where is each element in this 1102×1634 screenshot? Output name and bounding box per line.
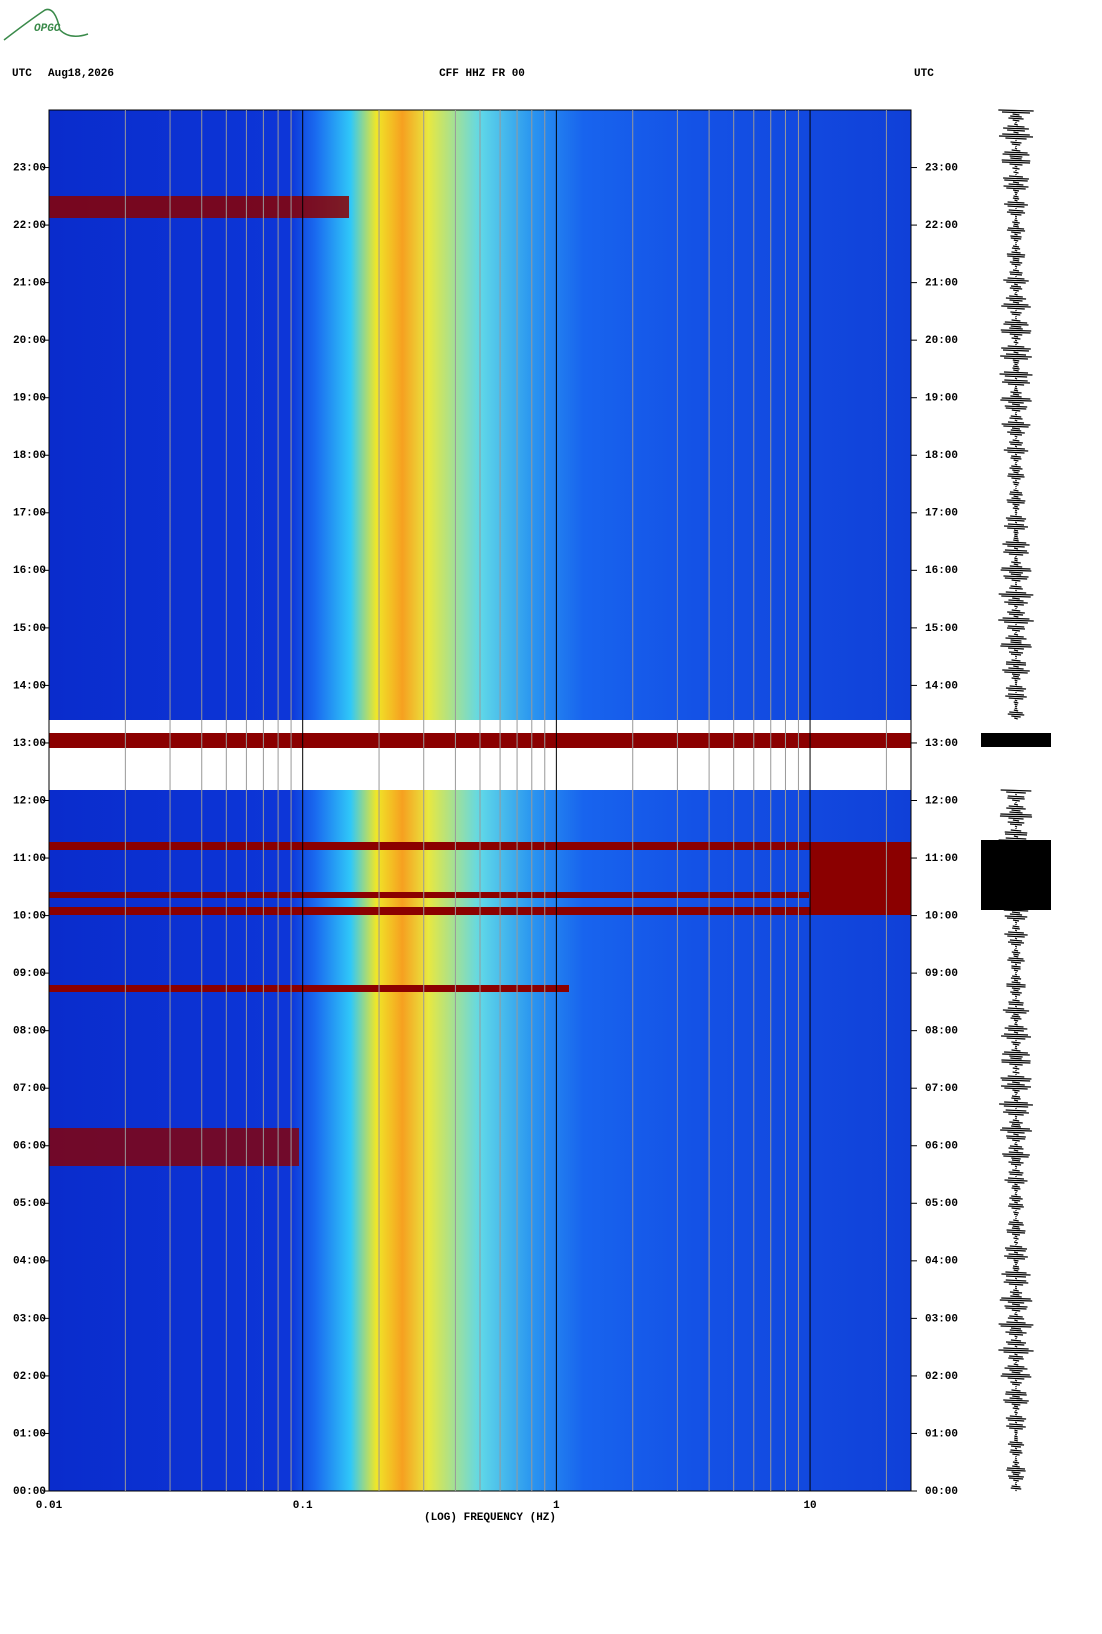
seismogram-block	[981, 840, 1051, 910]
right-axis-label: UTC	[914, 68, 934, 80]
y-tick-label: 15:00	[13, 623, 46, 635]
y-tick-label: 05:00	[925, 1198, 958, 1210]
y-tick-label: 13:00	[13, 738, 46, 750]
seismogram-block	[981, 733, 1051, 747]
y-tick-label: 14:00	[925, 680, 958, 692]
y-tick-label: 06:00	[925, 1141, 958, 1153]
y-tick-label: 22:00	[925, 220, 958, 232]
y-tick-label: 18:00	[925, 450, 958, 462]
y-tick-label: 23:00	[925, 162, 958, 174]
y-tick-label: 09:00	[13, 968, 46, 980]
y-tick-label: 05:00	[13, 1198, 46, 1210]
y-tick-label: 12:00	[13, 795, 46, 807]
y-tick-label: 14:00	[13, 680, 46, 692]
x-axis-label: (LOG) FREQUENCY (HZ)	[424, 1512, 556, 1524]
y-tick-label: 10:00	[925, 910, 958, 922]
chart-title: CFF HHZ FR 00	[439, 68, 525, 80]
y-tick-label: 06:00	[13, 1141, 46, 1153]
y-tick-label: 19:00	[13, 393, 46, 405]
x-tick-label: 0.1	[293, 1500, 313, 1512]
y-tick-label: 16:00	[925, 565, 958, 577]
y-tick-label: 19:00	[925, 393, 958, 405]
y-tick-label: 17:00	[13, 508, 46, 520]
band	[810, 842, 911, 915]
y-tick-label: 04:00	[13, 1256, 46, 1268]
y-tick-label: 11:00	[925, 853, 958, 865]
seismogram-trace	[983, 109, 1049, 1492]
y-tick-label: 12:00	[925, 795, 958, 807]
y-tick-label: 22:00	[13, 220, 46, 232]
y-tick-label: 20:00	[925, 335, 958, 347]
band	[49, 196, 349, 218]
y-tick-label: 16:00	[13, 565, 46, 577]
y-tick-label: 11:00	[13, 853, 46, 865]
logo-curve	[3, 8, 89, 41]
y-tick-label: 15:00	[925, 623, 958, 635]
x-tick-label: 10	[803, 1500, 816, 1512]
y-tick-label: 01:00	[13, 1428, 46, 1440]
y-tick-label: 10:00	[13, 910, 46, 922]
band	[49, 985, 569, 992]
y-tick-label: 02:00	[13, 1371, 46, 1383]
y-tick-label: 20:00	[13, 335, 46, 347]
y-tick-label: 03:00	[925, 1313, 958, 1325]
y-tick-label: 02:00	[925, 1371, 958, 1383]
band	[49, 1128, 299, 1166]
x-tick-label: 0.01	[36, 1500, 63, 1512]
y-tick-label: 21:00	[13, 278, 46, 290]
y-tick-label: 04:00	[925, 1256, 958, 1268]
y-tick-label: 00:00	[925, 1486, 958, 1498]
y-tick-label: 13:00	[925, 738, 958, 750]
y-tick-label: 00:00	[13, 1486, 46, 1498]
x-tick-label: 1	[553, 1500, 560, 1512]
y-tick-label: 17:00	[925, 508, 958, 520]
date: Aug18,2026	[48, 68, 114, 80]
y-tick-label: 08:00	[925, 1026, 958, 1038]
y-tick-label: 08:00	[13, 1026, 46, 1038]
logo: OPGC	[34, 23, 61, 35]
y-tick-label: 21:00	[925, 278, 958, 290]
y-tick-label: 07:00	[13, 1083, 46, 1095]
y-tick-label: 09:00	[925, 968, 958, 980]
y-axis-label: UTC	[12, 68, 32, 80]
band	[49, 892, 809, 898]
y-tick-label: 03:00	[13, 1313, 46, 1325]
y-tick-label: 23:00	[13, 162, 46, 174]
y-tick-label: 07:00	[925, 1083, 958, 1095]
y-tick-label: 01:00	[925, 1428, 958, 1440]
y-tick-label: 18:00	[13, 450, 46, 462]
